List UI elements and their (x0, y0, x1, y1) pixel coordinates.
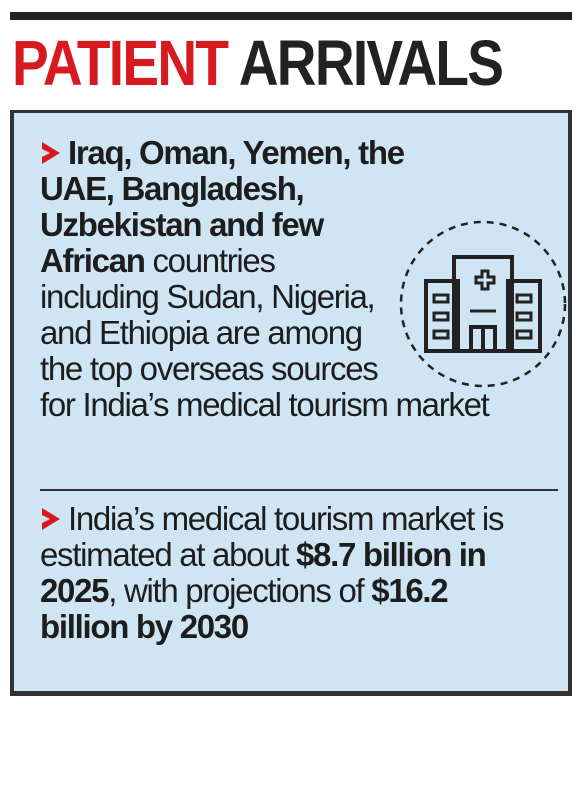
text: countries including Sudan, Nigeria, and … (40, 242, 490, 423)
divider (40, 489, 558, 491)
title: PATIENT ARRIVALS (12, 26, 504, 100)
bullet-point: India’s medical tourism market is estima… (40, 501, 540, 645)
title-red: PATIENT (12, 27, 229, 99)
hospital-icon (399, 220, 567, 388)
bullet-arrow (42, 142, 60, 164)
text: India’s medical tourism market is estima… (40, 500, 504, 573)
bullet-point: Iraq, Oman, Yemen, the UAE, Bangladesh, … (40, 134, 567, 423)
bold-text: Iraq, Oman, Yemen, the UAE, Bangladesh, … (40, 134, 405, 279)
top-rule (10, 12, 572, 20)
bullet-arrow (42, 508, 60, 530)
info-box: Iraq, Oman, Yemen, the UAE, Bangladesh, … (10, 110, 572, 696)
bold-text: $8.7 billion in 2025 (40, 536, 487, 609)
bold-text: $16.2 billion by 2030 (40, 572, 449, 645)
text: , with projections of (108, 572, 372, 609)
title-dark: ARRIVALS (238, 27, 504, 99)
